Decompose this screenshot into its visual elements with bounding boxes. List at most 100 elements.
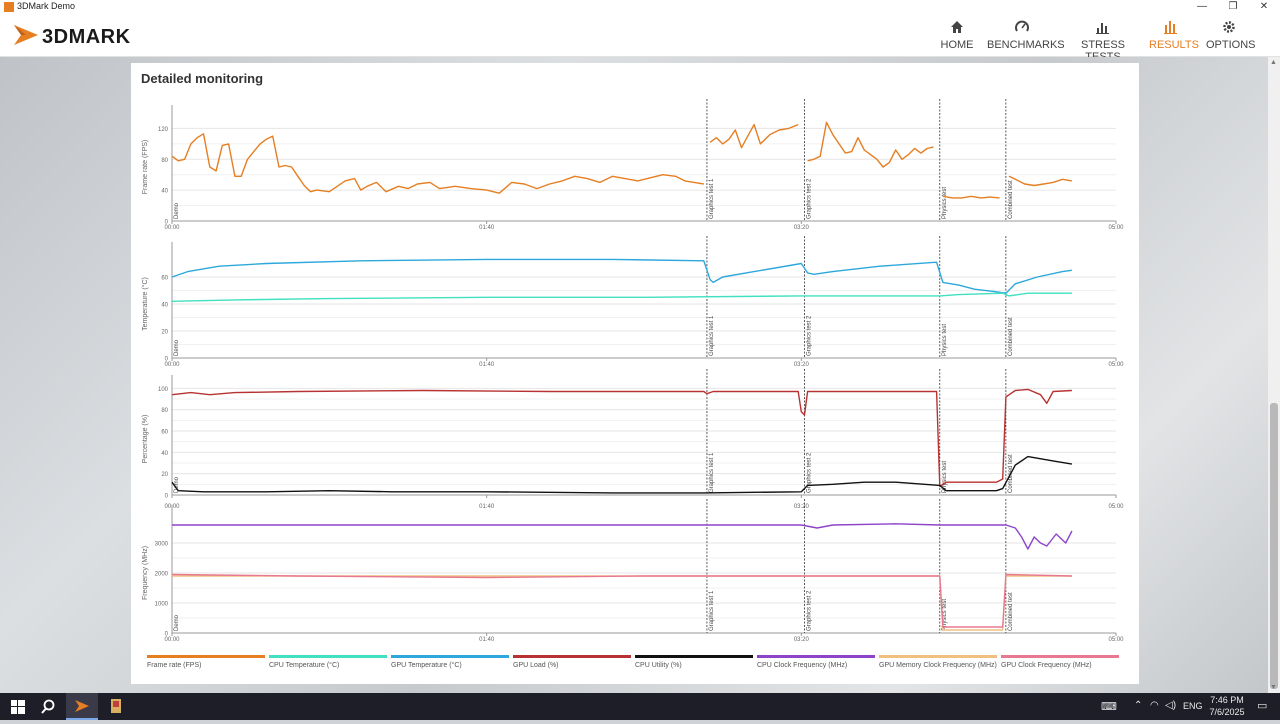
test-marker-label: Graphics test 1 bbox=[709, 178, 715, 219]
taskbar-3dmark[interactable] bbox=[66, 693, 98, 720]
test-marker-label: Demo bbox=[174, 339, 180, 356]
y-tick-label: 80 bbox=[161, 408, 168, 414]
taskbar-app-2[interactable] bbox=[100, 693, 132, 720]
y-tick-label: 0 bbox=[165, 494, 169, 500]
x-tick-label: 01:40 bbox=[479, 637, 495, 643]
legend-swatch bbox=[1001, 655, 1119, 658]
bar-chart-icon bbox=[1070, 20, 1136, 36]
y-tick-label: 100 bbox=[158, 387, 169, 393]
nav-results[interactable]: RESULTS bbox=[1149, 20, 1199, 51]
search-button[interactable] bbox=[34, 693, 62, 720]
language-indicator[interactable]: ENG bbox=[1183, 701, 1203, 711]
x-tick-label: 03:20 bbox=[794, 504, 810, 510]
home-icon bbox=[940, 20, 974, 36]
legend-swatch bbox=[269, 655, 387, 658]
page-scrollbar[interactable]: ▲ ▼ bbox=[1268, 57, 1280, 693]
test-marker-label: Graphics test 2 bbox=[806, 178, 812, 219]
x-tick-label: 03:20 bbox=[794, 225, 810, 231]
brand-name: 3DMARK bbox=[42, 26, 131, 48]
gauge-icon bbox=[987, 20, 1057, 36]
y-tick-label: 0 bbox=[165, 632, 169, 638]
y-axis-label: Frame rate (FPS) bbox=[142, 140, 149, 194]
minimize-button[interactable]: — bbox=[1197, 1, 1207, 12]
y-tick-label: 20 bbox=[161, 472, 168, 478]
legend-swatch bbox=[513, 655, 631, 658]
series-line bbox=[171, 292, 1072, 302]
test-marker-label: Demo bbox=[174, 614, 180, 631]
gear-icon bbox=[1206, 20, 1252, 36]
y-tick-label: 1000 bbox=[155, 602, 169, 608]
legend-label: CPU Utility (%) bbox=[635, 662, 682, 669]
start-button[interactable] bbox=[4, 693, 32, 720]
legend-label: CPU Temperature (°C) bbox=[269, 662, 340, 669]
nav-benchmarks[interactable]: BENCHMARKS bbox=[987, 20, 1065, 51]
legend-swatch bbox=[391, 655, 509, 658]
app-icon bbox=[4, 2, 14, 12]
y-tick-label: 20 bbox=[161, 330, 168, 336]
legend-label: CPU Clock Frequency (MHz) bbox=[757, 662, 848, 669]
legend-label: GPU Memory Clock Frequency (MHz) bbox=[879, 662, 997, 669]
y-axis-label: Temperature (°C) bbox=[141, 277, 149, 331]
test-marker-label: Combined test bbox=[1008, 592, 1014, 631]
series-line bbox=[171, 455, 1073, 494]
app-header: 3DMARK HOME BENCHMARKS STRESS TESTS RESU… bbox=[0, 14, 1280, 63]
series-line bbox=[807, 121, 934, 168]
x-tick-label: 05:00 bbox=[1108, 225, 1124, 231]
y-tick-label: 80 bbox=[161, 158, 168, 164]
series-line bbox=[171, 133, 704, 194]
scroll-down-icon[interactable]: ▼ bbox=[1270, 684, 1277, 691]
test-marker-label: Graphics test 2 bbox=[806, 452, 812, 493]
x-tick-label: 05:00 bbox=[1108, 504, 1124, 510]
clock-time[interactable]: 7:46 PM bbox=[1210, 695, 1244, 705]
network-icon[interactable]: ◠ bbox=[1150, 700, 1159, 711]
legend-item[interactable]: GPU Load (%) bbox=[513, 655, 631, 669]
test-marker-label: Demo bbox=[174, 202, 180, 219]
legend-item[interactable]: CPU Clock Frequency (MHz) bbox=[757, 655, 875, 669]
keyboard-icon[interactable]: ⌨ bbox=[1101, 701, 1117, 713]
window-titlebar: 3DMark Demo — ❐ ✕ bbox=[0, 0, 1280, 14]
series-line bbox=[942, 195, 1000, 199]
legend-item[interactable]: Frame rate (FPS) bbox=[147, 655, 265, 669]
x-tick-label: 05:00 bbox=[1108, 362, 1124, 368]
legend-item[interactable]: GPU Clock Frequency (MHz) bbox=[1001, 655, 1119, 669]
nav-home[interactable]: HOME bbox=[940, 20, 974, 51]
nav-options-label: OPTIONS bbox=[1206, 39, 1256, 51]
tray-overflow-icon[interactable]: ⌃ bbox=[1134, 700, 1143, 711]
test-marker-label: Physics test bbox=[942, 187, 948, 219]
test-marker-label: Demo bbox=[174, 476, 180, 493]
nav-home-label: HOME bbox=[940, 39, 974, 51]
test-marker-label: Graphics test 1 bbox=[709, 590, 715, 631]
window-title: 3DMark Demo bbox=[17, 1, 76, 11]
monitoring-charts: 0 40 80 120 Frame rate (FPS) 00:00 01:40 03:20 0… bbox=[141, 99, 1124, 643]
brand-logo[interactable]: 3DMARK bbox=[12, 22, 130, 48]
y-tick-label: 40 bbox=[161, 189, 168, 195]
x-tick-label: 01:40 bbox=[479, 504, 495, 510]
close-button[interactable]: ✕ bbox=[1259, 1, 1269, 12]
notification-icon[interactable]: ▭ bbox=[1257, 700, 1268, 712]
series-line bbox=[171, 258, 1072, 294]
clock-date[interactable]: 7/6/2025 bbox=[1209, 707, 1245, 717]
scroll-up-icon[interactable]: ▲ bbox=[1270, 59, 1277, 66]
y-tick-label: 0 bbox=[165, 220, 169, 226]
test-marker-label: Graphics test 1 bbox=[709, 452, 715, 493]
scrollbar-thumb[interactable] bbox=[1270, 403, 1278, 689]
nav-options[interactable]: OPTIONS bbox=[1206, 20, 1256, 51]
series-line bbox=[171, 573, 1072, 628]
3dmark-app-icon bbox=[75, 700, 89, 712]
legend-swatch bbox=[635, 655, 753, 658]
y-tick-label: 120 bbox=[158, 127, 169, 133]
test-marker-label: Graphics test 2 bbox=[806, 315, 812, 356]
legend-item[interactable]: CPU Utility (%) bbox=[635, 655, 753, 669]
x-tick-label: 00:00 bbox=[164, 637, 180, 643]
test-marker-label: Physics test bbox=[942, 461, 948, 493]
nav-benchmarks-label: BENCHMARKS bbox=[987, 39, 1065, 51]
volume-icon[interactable]: ◁) bbox=[1165, 700, 1177, 711]
y-axis-label: Percentage (%) bbox=[142, 415, 149, 464]
restore-button[interactable]: ❐ bbox=[1228, 1, 1238, 12]
test-marker-label: Graphics test 2 bbox=[806, 590, 812, 631]
legend-item[interactable]: GPU Temperature (°C) bbox=[391, 655, 509, 669]
legend-item[interactable]: CPU Temperature (°C) bbox=[269, 655, 387, 669]
legend-item[interactable]: GPU Memory Clock Frequency (MHz) bbox=[879, 655, 997, 669]
logo-icon bbox=[14, 25, 38, 45]
y-axis-label: Frequency (MHz) bbox=[142, 546, 149, 600]
